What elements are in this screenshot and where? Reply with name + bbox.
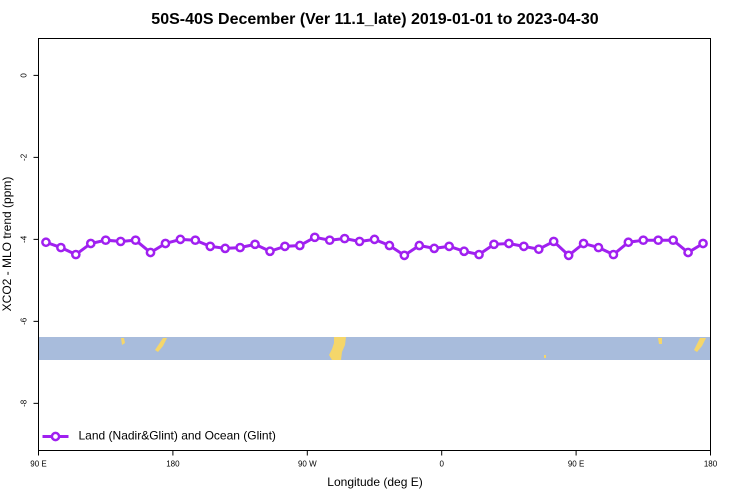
point [294, 240, 305, 251]
x-tick-label: 90 E [568, 460, 584, 469]
point [115, 236, 126, 247]
point [100, 235, 111, 246]
point [56, 242, 66, 253]
point [85, 238, 96, 249]
point [324, 235, 335, 246]
point [429, 243, 440, 254]
point [175, 234, 186, 245]
point [563, 250, 574, 261]
point [504, 238, 514, 249]
x-axis-label: Longitude (deg E) [327, 475, 422, 489]
point [578, 238, 589, 249]
point [250, 239, 260, 250]
point [489, 239, 499, 250]
point [220, 243, 231, 254]
point [309, 232, 320, 243]
point [70, 249, 81, 260]
point [474, 249, 484, 260]
plot-frame [38, 38, 711, 451]
point [593, 242, 604, 253]
point [265, 246, 275, 257]
point [130, 235, 141, 246]
point [414, 240, 425, 251]
y-tick-label: -6 [20, 317, 29, 325]
land-patch [694, 338, 706, 352]
point [384, 240, 395, 251]
x-tick-label: 90 W [298, 460, 317, 469]
point [399, 250, 410, 261]
point [608, 249, 619, 260]
point [235, 242, 245, 253]
point [205, 241, 216, 252]
point [623, 237, 634, 248]
land-patch [544, 355, 546, 358]
y-tick-label: -8 [20, 399, 29, 407]
y-tick-label: -4 [20, 235, 29, 243]
chart-title: 50S-40S December (Ver 11.1_late) 2019-01… [151, 11, 599, 28]
point [339, 233, 350, 244]
y-tick-label: -2 [20, 153, 29, 161]
point [518, 241, 529, 252]
x-tick-label: 180 [166, 460, 180, 469]
land-patch [121, 338, 125, 345]
land-patch [155, 338, 167, 352]
point [354, 236, 365, 247]
point [638, 235, 649, 246]
land-patch [658, 338, 662, 344]
x-tick-label: 0 [439, 460, 444, 469]
y-axis-label: XCO2 - MLO trend (ppm) [0, 177, 14, 312]
point [459, 246, 469, 257]
y-tick-label: 0 [20, 73, 29, 78]
land-patch [329, 337, 346, 360]
point [369, 234, 380, 245]
point [160, 238, 171, 249]
x-tick-label: 90 E [30, 460, 46, 469]
point [280, 241, 290, 252]
point [145, 247, 156, 258]
map-strip [39, 337, 710, 360]
point [41, 237, 51, 248]
point [668, 235, 679, 246]
legend-marker [50, 431, 61, 442]
point [683, 247, 693, 258]
point [653, 235, 664, 246]
ocean-band [39, 337, 710, 360]
legend-label: Land (Nadir&Glint) and Ocean (Glint) [79, 429, 276, 443]
point [548, 236, 559, 247]
point [698, 238, 708, 249]
point [444, 241, 455, 252]
x-tick-label: 180 [704, 460, 718, 469]
point [190, 235, 201, 246]
point [533, 244, 544, 255]
